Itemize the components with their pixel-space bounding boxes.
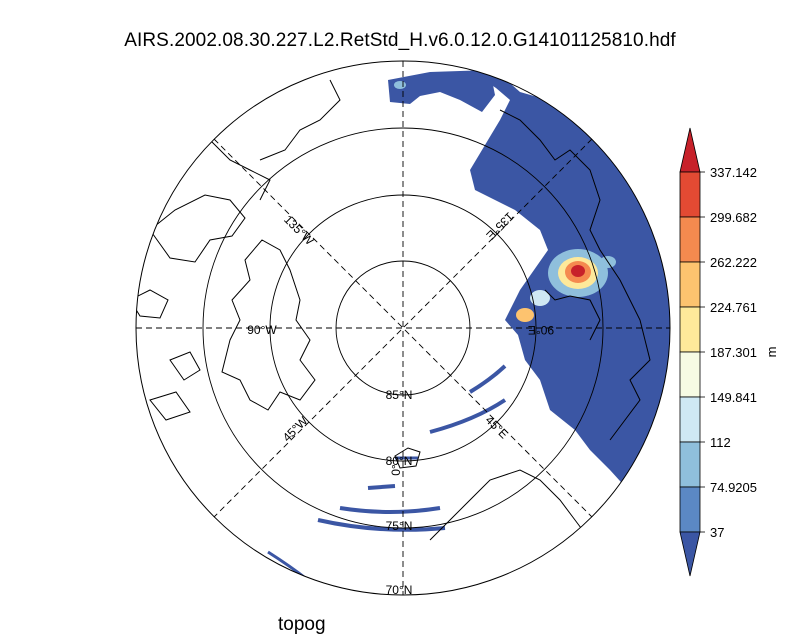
label-lat-85: 85°N bbox=[386, 388, 413, 402]
colorbar-level-label: 149.841 bbox=[710, 390, 757, 405]
label-lat-70: 70°N bbox=[386, 583, 413, 597]
colorbar-bottom-triangle bbox=[680, 532, 700, 576]
colorbar-segment bbox=[680, 262, 700, 307]
colorbar-level-label: 299.682 bbox=[710, 210, 757, 225]
colorbar-segment bbox=[680, 172, 700, 217]
data-patch-north bbox=[388, 70, 495, 112]
colorbar-segments bbox=[680, 128, 700, 576]
label-lon-0: 0° bbox=[389, 464, 403, 476]
colorbar-segment bbox=[680, 397, 700, 442]
colorbar-segment bbox=[680, 487, 700, 532]
colorbar-level-label: 262.222 bbox=[710, 255, 757, 270]
data-high-8 bbox=[394, 81, 406, 89]
coast-scandinavia bbox=[430, 470, 600, 560]
colorbar-unit: m bbox=[764, 347, 779, 358]
graticule bbox=[136, 61, 670, 595]
colorbar-labels: 337.142 299.682 262.222 224.761 187.301 149.8… bbox=[700, 165, 757, 540]
label-lon-45w: 45°W bbox=[280, 413, 311, 444]
colorbar-level-label: 37 bbox=[710, 525, 724, 540]
colorbar-segment bbox=[680, 352, 700, 397]
data-high-4 bbox=[571, 265, 585, 277]
colorbar-level-label: 224.761 bbox=[710, 300, 757, 315]
label-lat-75: 75°N bbox=[386, 519, 413, 533]
label-lon-90e: 90°E bbox=[528, 323, 554, 337]
data-arc-4 bbox=[368, 486, 395, 488]
data-arc-7 bbox=[268, 552, 308, 580]
colorbar-level-label: 112 bbox=[710, 435, 731, 450]
colorbar-level-label: 187.301 bbox=[710, 345, 757, 360]
coast-alaska bbox=[260, 80, 340, 160]
colorbar-segment bbox=[680, 217, 700, 262]
label-lon-45e: 45°E bbox=[483, 413, 511, 441]
colorbar-level-label: 74.9205 bbox=[710, 480, 757, 495]
data-arc-1 bbox=[470, 366, 505, 392]
data-arc-6 bbox=[318, 520, 445, 530]
coast-canada bbox=[210, 140, 270, 200]
data-high-6 bbox=[516, 308, 534, 322]
colorbar: 337.142 299.682 262.222 224.761 187.301 149.8… bbox=[680, 128, 779, 576]
label-lon-90w: 90°W bbox=[247, 323, 277, 337]
data-layer bbox=[264, 60, 690, 584]
colorbar-top-triangle bbox=[680, 128, 700, 172]
data-arc-5 bbox=[340, 508, 440, 512]
colorbar-level-label: 337.142 bbox=[710, 165, 757, 180]
coast-ellesmere bbox=[150, 195, 245, 262]
label-lon-135w: 135°W bbox=[281, 212, 317, 248]
variable-caption: topog bbox=[278, 614, 326, 636]
colorbar-segment bbox=[680, 442, 700, 487]
colorbar-segment bbox=[680, 307, 700, 352]
coast-islands-west bbox=[130, 290, 200, 420]
